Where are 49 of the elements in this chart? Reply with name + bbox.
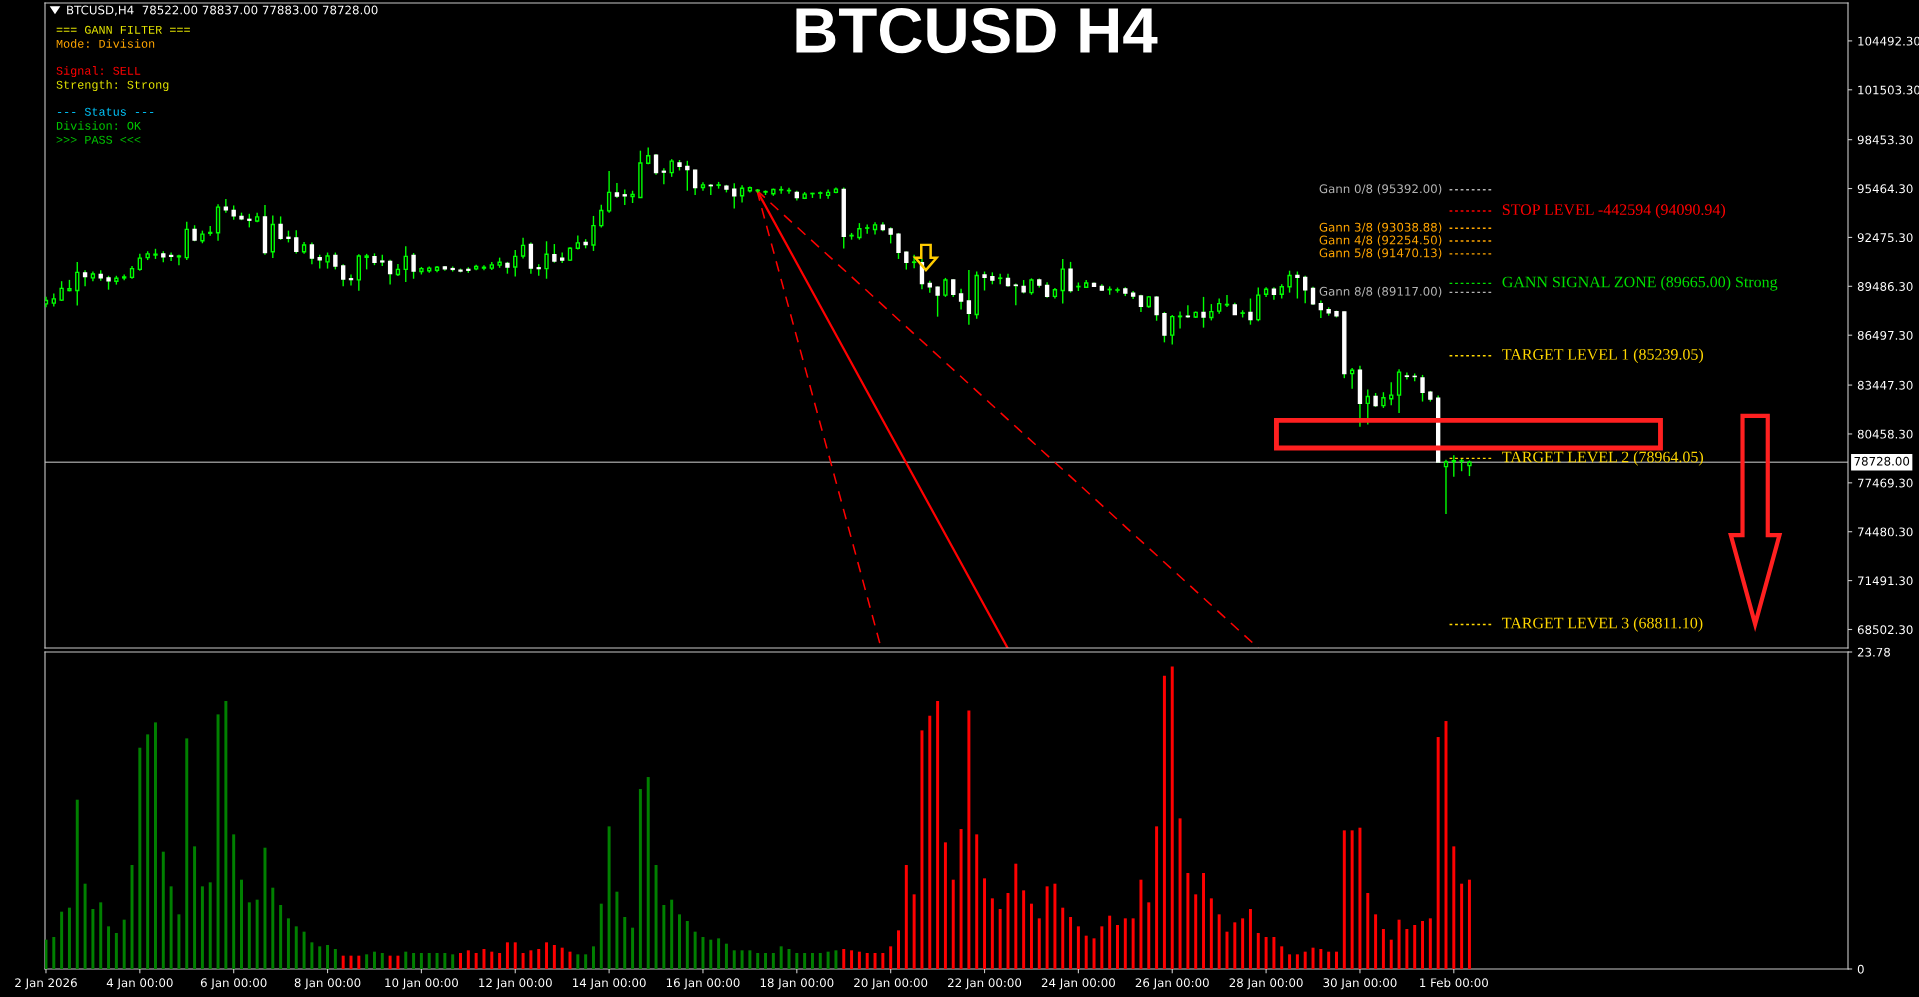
chart-title: BTCUSD H4	[796, 7, 1158, 54]
annotation: Signal: SELL	[56, 66, 141, 78]
y-tick-label: 80458.30	[1857, 429, 1913, 439]
ref-line-label: TARGET LEVEL 3 (68811.10)	[1502, 617, 1703, 632]
ref-line-label: 78728.00	[1854, 456, 1910, 466]
y-tick-label: 83447.30	[1857, 380, 1913, 390]
ref-line-label: Gann 3/8 (93038.88)	[1319, 222, 1442, 234]
chart-subtitle: BTCUSD,H4 78522.00 78837.00 77883.00 78728.00	[67, 5, 378, 16]
ref-line-label: Gann 0/8 (95392.00)	[1319, 184, 1442, 195]
annotation: === GANN FILTER ===	[56, 25, 190, 34]
annotation: Division: OK	[56, 121, 141, 130]
x-tick-label: 22 Jan 00:00	[948, 978, 1022, 990]
y-tick-label: 77469.30	[1858, 478, 1913, 488]
y-tick-label: 0	[1857, 964, 1864, 974]
x-tick-label: 6 Jan 00:00	[200, 978, 267, 990]
ref-line-label: GANN SIGNAL ZONE (89665.00) Strong	[1502, 276, 1778, 291]
y-tick-label: 92475.30	[1857, 233, 1913, 243]
x-tick-label: 20 Jan 00:00	[854, 978, 928, 990]
ref-line-label: Gann 8/8 (89117.00)	[1319, 286, 1442, 298]
x-tick-label: 10 Jan 00:00	[385, 978, 458, 990]
x-tick-label: 26 Jan 00:00	[1135, 978, 1209, 990]
y-tick-label: 71491.30	[1858, 576, 1913, 586]
annotation: Strength: Strong	[56, 80, 169, 92]
x-tick-label: 24 Jan 00:00	[1041, 978, 1115, 990]
x-tick-label: 16 Jan 00:00	[666, 978, 740, 990]
x-tick-label: 30 Jan 00:00	[1323, 978, 1397, 990]
y-tick-label: 98453.30	[1857, 135, 1913, 145]
y-tick-label: 68502.30	[1857, 625, 1913, 635]
y-tick-label: 86497.30	[1857, 330, 1913, 340]
ref-line-label: Gann 4/8 (92254.50)	[1319, 235, 1442, 246]
ref-line-label: Gann 5/8 (91470.13)	[1319, 248, 1442, 259]
ref-line-label: STOP LEVEL -442594 (94090.94)	[1502, 203, 1726, 219]
y-tick-label: 23.78	[1857, 647, 1891, 657]
y-tick-label: 74480.30	[1858, 527, 1913, 537]
y-tick-label: 89486.30	[1857, 282, 1913, 291]
x-tick-label: 18 Jan 00:00	[760, 978, 834, 990]
x-tick-label: 8 Jan 00:00	[294, 978, 361, 990]
annotation: Mode: Division	[56, 39, 155, 48]
x-tick-label: 12 Jan 00:00	[479, 978, 552, 990]
x-tick-label: 14 Jan 00:00	[573, 978, 646, 990]
ref-line-label: TARGET LEVEL 1 (85239.05)	[1502, 348, 1704, 364]
x-tick-label: 1 Feb 00:00	[1420, 978, 1488, 988]
x-tick-label: 28 Jan 00:00	[1229, 978, 1303, 990]
ref-line-label: TARGET LEVEL 2 (78964.05)	[1502, 451, 1704, 466]
y-tick-label: 95464.30	[1857, 184, 1913, 194]
annotation: >>> PASS <<<	[56, 135, 141, 144]
x-tick-label: 4 Jan 00:00	[106, 978, 173, 990]
x-tick-label: 2 Jan 2026	[15, 978, 77, 990]
annotation: --- Status ---	[57, 107, 154, 116]
